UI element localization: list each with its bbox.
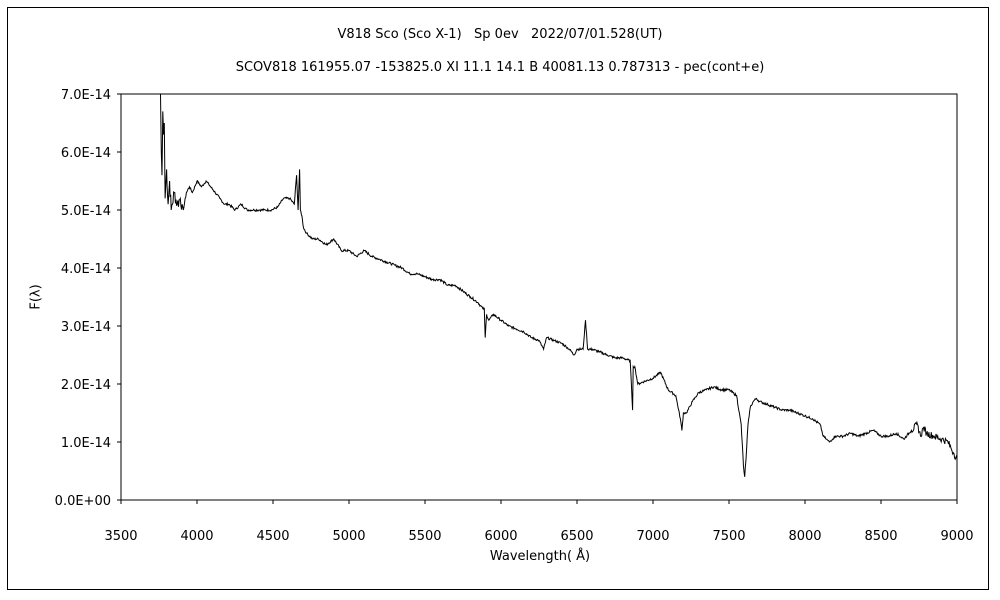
plot-area-border — [120, 93, 958, 501]
y-axis-label: F(λ) — [28, 284, 44, 310]
x-tick-label: 8000 — [788, 529, 821, 544]
x-tick-label: 7500 — [712, 529, 745, 544]
y-tick-label: 7.0E-14 — [61, 88, 111, 103]
y-tick-label: 1.0E-14 — [61, 436, 111, 451]
chart-title: V818 Sco (Sco X-1) Sp 0ev 2022/07/01.528… — [337, 27, 663, 42]
y-tick-label: 2.0E-14 — [61, 378, 111, 393]
chart-frame — [7, 7, 989, 590]
y-tick-label: 5.0E-14 — [61, 204, 111, 219]
x-tick-label: 7000 — [636, 529, 669, 544]
y-tick-label: 6.0E-14 — [61, 146, 111, 161]
x-tick-label: 5000 — [332, 529, 365, 544]
y-tick-label: 0.0E+00 — [55, 494, 111, 509]
spectrum-series-line — [160, 93, 958, 477]
x-tick-label: 5500 — [408, 529, 441, 544]
x-tick-label: 6500 — [560, 529, 593, 544]
x-tick-label: 8500 — [864, 529, 897, 544]
x-tick-label: 9000 — [940, 529, 973, 544]
chart-subtitle: SCOV818 161955.07 -153825.0 XI 11.1 14.1… — [235, 60, 765, 75]
y-tick-label: 4.0E-14 — [61, 262, 111, 277]
x-axis-label: Wavelength( Å) — [489, 549, 591, 564]
x-tick-label: 4500 — [256, 529, 289, 544]
y-tick-label: 3.0E-14 — [61, 320, 111, 335]
x-tick-label: 3500 — [104, 529, 137, 544]
x-tick-label: 6000 — [484, 529, 517, 544]
x-tick-label: 4000 — [180, 529, 213, 544]
